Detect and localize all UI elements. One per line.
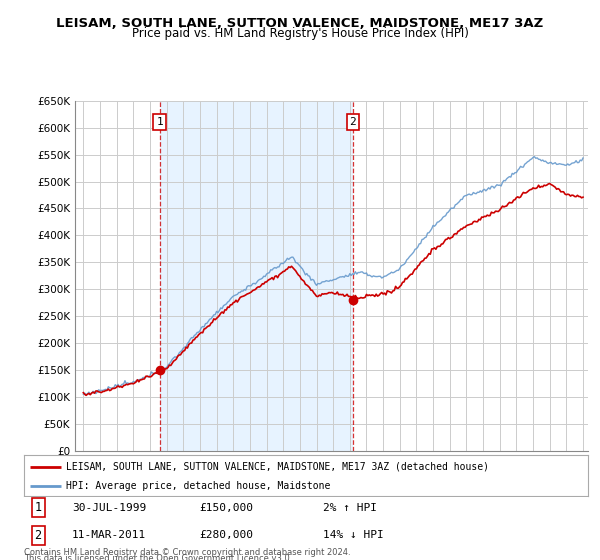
Bar [160,101,353,451]
Text: 30-JUL-1999: 30-JUL-1999 [72,502,146,512]
Text: LEISAM, SOUTH LANE, SUTTON VALENCE, MAIDSTONE, ME17 3AZ: LEISAM, SOUTH LANE, SUTTON VALENCE, MAID… [56,17,544,30]
Text: 1: 1 [35,501,41,514]
Text: This data is licensed under the Open Government Licence v3.0.: This data is licensed under the Open Gov… [24,554,292,560]
Text: 14% ↓ HPI: 14% ↓ HPI [323,530,383,540]
Text: 2: 2 [349,117,356,127]
Text: £150,000: £150,000 [199,502,253,512]
Text: 2% ↑ HPI: 2% ↑ HPI [323,502,377,512]
Text: 2: 2 [35,529,41,542]
Text: 1: 1 [156,117,163,127]
Text: 11-MAR-2011: 11-MAR-2011 [72,530,146,540]
Text: LEISAM, SOUTH LANE, SUTTON VALENCE, MAIDSTONE, ME17 3AZ (detached house): LEISAM, SOUTH LANE, SUTTON VALENCE, MAID… [66,461,490,472]
Text: HPI: Average price, detached house, Maidstone: HPI: Average price, detached house, Maid… [66,480,331,491]
Text: Price paid vs. HM Land Registry's House Price Index (HPI): Price paid vs. HM Land Registry's House … [131,27,469,40]
Text: Contains HM Land Registry data © Crown copyright and database right 2024.: Contains HM Land Registry data © Crown c… [24,548,350,557]
Text: £280,000: £280,000 [199,530,253,540]
